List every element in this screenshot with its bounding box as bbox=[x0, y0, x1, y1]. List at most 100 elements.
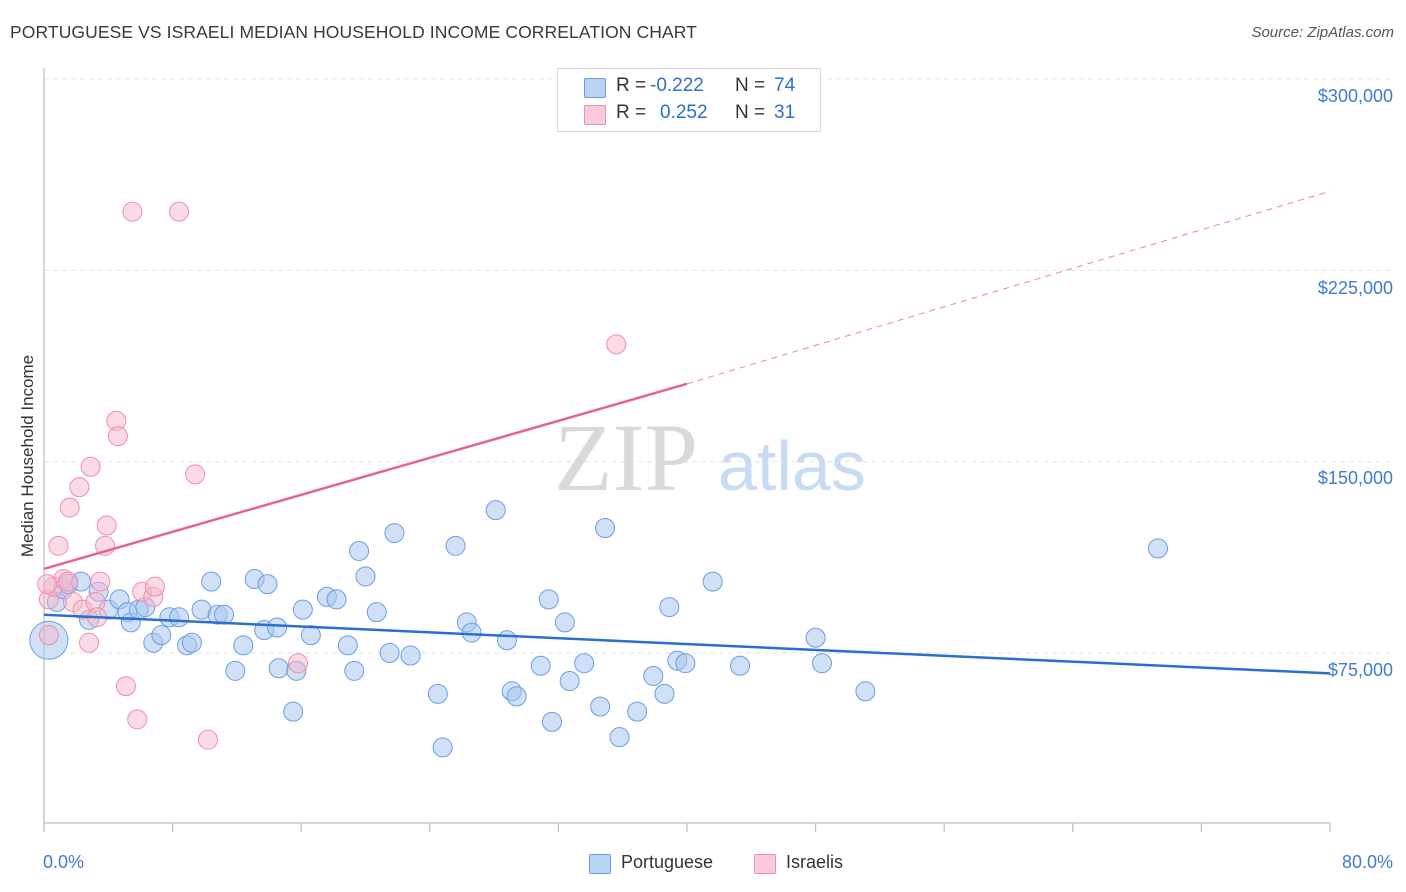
portuguese-point bbox=[538, 589, 559, 610]
israelis-point bbox=[80, 456, 101, 477]
israelis-point bbox=[287, 653, 308, 674]
portuguese-point bbox=[461, 622, 482, 643]
bottom-legend-label-portuguese: Portuguese bbox=[621, 852, 714, 872]
portuguese-point bbox=[379, 643, 400, 663]
portuguese-point bbox=[400, 645, 421, 666]
portuguese-point bbox=[530, 655, 551, 676]
israelis-point bbox=[69, 477, 90, 498]
portuguese-point bbox=[812, 653, 833, 674]
y-tick-label: $150,000 bbox=[1317, 468, 1393, 488]
portuguese-point bbox=[554, 612, 575, 633]
portuguese-point bbox=[541, 711, 562, 732]
israelis-point bbox=[107, 426, 128, 447]
portuguese-point bbox=[267, 617, 288, 638]
portuguese-point bbox=[574, 653, 595, 674]
portuguese-point bbox=[675, 653, 696, 674]
portuguese-point bbox=[201, 571, 222, 592]
portuguese-point bbox=[627, 701, 648, 722]
israelis-point bbox=[115, 676, 136, 697]
portuguese-point bbox=[609, 727, 630, 748]
portuguese-point bbox=[337, 635, 358, 656]
portuguese-point bbox=[181, 632, 202, 653]
y-axis-label: Median Household Income bbox=[18, 354, 37, 558]
portuguese-point bbox=[702, 571, 723, 592]
israelis-point bbox=[58, 571, 79, 592]
portuguese-point bbox=[595, 517, 616, 538]
data-points bbox=[29, 201, 1168, 758]
axes bbox=[43, 68, 1331, 832]
legend-n-label: N = bbox=[735, 75, 766, 96]
portuguese-point bbox=[432, 737, 453, 758]
portuguese-point bbox=[659, 597, 680, 618]
portuguese-point bbox=[268, 658, 289, 679]
portuguese-trend-line bbox=[43, 613, 1331, 675]
israelis-point bbox=[90, 571, 111, 592]
portuguese-point bbox=[225, 660, 246, 681]
legend-swatch-israelis bbox=[584, 105, 606, 125]
y-tick-label: $75,000 bbox=[1327, 660, 1393, 680]
portuguese-point bbox=[349, 540, 370, 561]
israelis-point bbox=[185, 464, 206, 485]
israelis-trend-line bbox=[43, 382, 688, 571]
legend-n-value: 74 bbox=[774, 75, 796, 96]
legend-n-value: 31 bbox=[774, 102, 796, 123]
bottom-legend-swatch-portuguese bbox=[589, 854, 611, 874]
israelis-point bbox=[38, 625, 59, 646]
watermark: ZIP atlas bbox=[554, 404, 866, 511]
watermark-atlas: atlas bbox=[718, 427, 866, 505]
portuguese-point bbox=[326, 589, 347, 610]
portuguese-point bbox=[643, 665, 664, 686]
x-tick-label-max: 80.0% bbox=[1341, 852, 1393, 872]
israelis-trend-line bbox=[686, 190, 1331, 385]
portuguese-point bbox=[427, 683, 448, 704]
portuguese-point bbox=[496, 630, 517, 651]
watermark-zip: ZIP bbox=[554, 404, 698, 511]
israelis-point bbox=[37, 574, 58, 595]
correlation-legend: R = -0.222 N = 74 R = 0.252 N = 31 bbox=[557, 68, 821, 132]
israelis-point bbox=[169, 201, 190, 222]
portuguese-point bbox=[292, 599, 313, 620]
portuguese-point bbox=[559, 671, 580, 692]
portuguese-point bbox=[283, 701, 304, 722]
x-tick-label-min: 0.0% bbox=[43, 852, 85, 872]
portuguese-point bbox=[344, 660, 365, 681]
israelis-point bbox=[79, 632, 100, 653]
portuguese-point bbox=[805, 627, 826, 648]
portuguese-point bbox=[384, 523, 405, 544]
portuguese-point bbox=[151, 625, 172, 646]
portuguese-point bbox=[366, 602, 387, 623]
portuguese-point bbox=[355, 566, 376, 587]
trend-lines bbox=[43, 190, 1331, 675]
chart-title: PORTUGUESE VS ISRAELI MEDIAN HOUSEHOLD I… bbox=[10, 22, 697, 42]
legend-r-value: 0.252 bbox=[660, 102, 708, 123]
y-tick-label: $300,000 bbox=[1317, 86, 1393, 106]
gridlines bbox=[44, 78, 1392, 654]
portuguese-point bbox=[233, 635, 254, 656]
israelis-point bbox=[59, 497, 80, 518]
bottom-legend-label-israelis: Israelis bbox=[786, 852, 844, 872]
y-tick-label: $225,000 bbox=[1317, 278, 1393, 298]
israelis-point bbox=[127, 709, 148, 730]
source-label: Source: ZipAtlas.com bbox=[1251, 24, 1394, 41]
portuguese-point bbox=[257, 574, 278, 595]
israelis-point bbox=[606, 334, 627, 355]
portuguese-point bbox=[300, 625, 321, 646]
legend-swatch-portuguese bbox=[584, 78, 606, 98]
portuguese-point bbox=[1147, 538, 1168, 559]
israelis-point bbox=[122, 201, 143, 222]
israelis-point bbox=[144, 576, 165, 597]
bottom-legend-swatch-israelis bbox=[754, 854, 776, 874]
israelis-point bbox=[96, 515, 117, 536]
portuguese-point bbox=[485, 500, 506, 521]
legend-r-value: -0.222 bbox=[650, 75, 704, 96]
portuguese-point bbox=[590, 696, 611, 717]
portuguese-point bbox=[214, 604, 235, 625]
portuguese-point bbox=[169, 607, 190, 628]
legend-n-label: N = bbox=[735, 102, 766, 123]
portuguese-point bbox=[506, 686, 527, 707]
israelis-point bbox=[48, 535, 69, 556]
portuguese-point bbox=[730, 655, 751, 676]
legend-r-label: R = bbox=[616, 102, 647, 123]
portuguese-point bbox=[654, 683, 675, 704]
